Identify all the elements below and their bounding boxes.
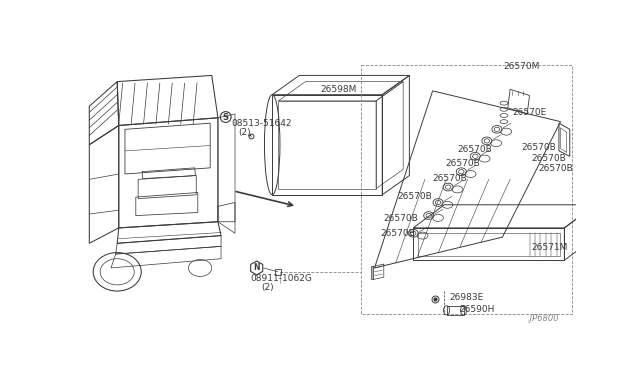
- Text: 26570B: 26570B: [445, 158, 480, 168]
- Text: 26570M: 26570M: [503, 62, 540, 71]
- Text: S: S: [223, 112, 228, 122]
- Text: 26590H: 26590H: [459, 305, 494, 314]
- Text: N: N: [253, 263, 260, 272]
- Text: 26570B: 26570B: [397, 192, 433, 202]
- Text: .JP6800: .JP6800: [527, 314, 559, 323]
- Text: 26570B: 26570B: [384, 214, 419, 223]
- Text: 26570B: 26570B: [433, 174, 467, 183]
- Text: 26598M: 26598M: [320, 85, 356, 94]
- Text: 26570B: 26570B: [458, 145, 492, 154]
- Text: 26570B: 26570B: [531, 154, 566, 163]
- Text: 26570B: 26570B: [522, 143, 557, 152]
- Text: 26570B: 26570B: [539, 164, 573, 173]
- Text: 26571M: 26571M: [531, 243, 568, 252]
- Text: (2): (2): [261, 283, 274, 292]
- Text: 26570B: 26570B: [381, 230, 415, 238]
- Text: 08911-1062G: 08911-1062G: [250, 274, 312, 283]
- Text: 26570E: 26570E: [513, 108, 547, 117]
- Text: 26983E: 26983E: [449, 293, 483, 302]
- Text: (2): (2): [238, 128, 251, 137]
- Text: 08513-51642: 08513-51642: [231, 119, 292, 128]
